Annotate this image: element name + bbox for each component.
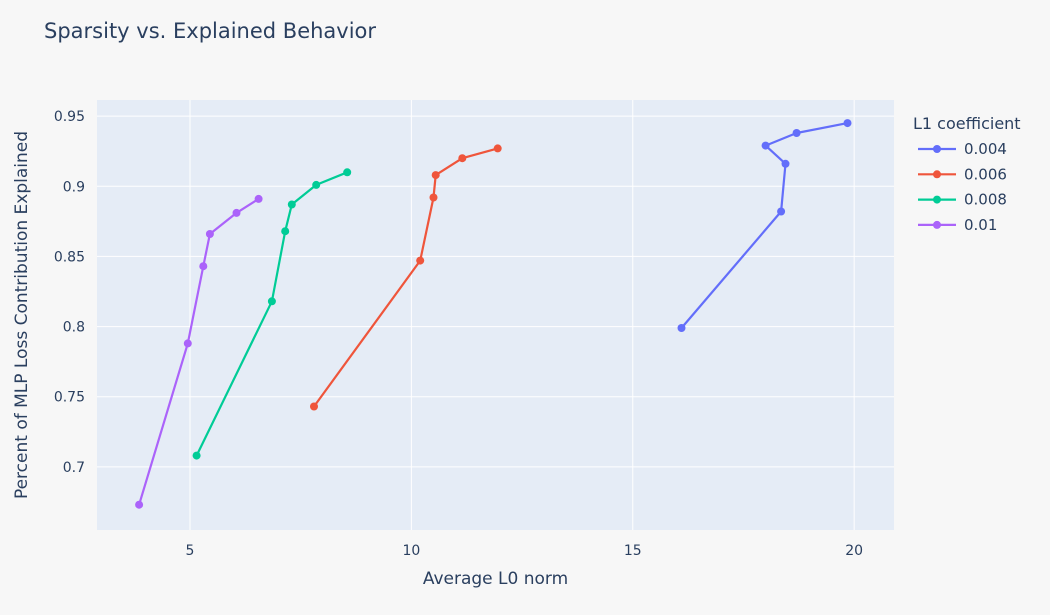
x-axis-title: Average L0 norm: [423, 569, 568, 589]
y-tick-label: 0.95: [54, 109, 85, 125]
chart-title: Sparsity vs. Explained Behavior: [44, 19, 376, 43]
series-line[interactable]: [680, 122, 848, 329]
x-tick-labels: 5 10 15 20: [186, 543, 864, 559]
series-0.004[interactable]: [677, 119, 852, 332]
data-point[interactable]: [429, 193, 438, 202]
series-0.006[interactable]: [310, 144, 502, 411]
x-tick-label: 15: [624, 543, 642, 559]
data-point[interactable]: [183, 339, 192, 348]
data-point[interactable]: [205, 230, 214, 238]
series-layer: [135, 119, 852, 509]
y-tick-labels: 0.7 0.75 0.8 0.85 0.9 0.95: [54, 109, 85, 476]
data-point[interactable]: [431, 171, 440, 180]
legend-item-0.004[interactable]: 0.004: [918, 140, 1007, 158]
legend-item-0.006[interactable]: 0.006: [918, 165, 1007, 183]
legend-marker-swatch: [933, 220, 941, 229]
x-tick-label: 20: [845, 543, 863, 559]
series-line[interactable]: [138, 197, 260, 506]
data-point[interactable]: [135, 500, 144, 509]
legend-label: 0.006: [964, 165, 1007, 183]
series-0.01[interactable]: [135, 194, 263, 509]
data-point[interactable]: [343, 168, 352, 177]
data-point[interactable]: [792, 129, 801, 137]
legend-label: 0.008: [964, 191, 1007, 209]
legend-title: L1 coefficient: [913, 114, 1021, 133]
data-point[interactable]: [199, 262, 208, 271]
data-point[interactable]: [192, 451, 201, 460]
data-point[interactable]: [493, 144, 502, 153]
x-tick-label: 10: [402, 543, 420, 559]
legend-item-0.01[interactable]: 0.01: [918, 216, 997, 234]
y-tick-label: 0.85: [54, 249, 85, 265]
data-point[interactable]: [458, 154, 467, 163]
legend-marker-swatch: [933, 170, 941, 179]
x-tick-label: 5: [186, 543, 195, 559]
data-point[interactable]: [310, 402, 318, 411]
grid-lines: [97, 100, 894, 530]
plot-area: [97, 100, 894, 530]
data-point[interactable]: [781, 159, 790, 168]
data-point[interactable]: [777, 207, 786, 216]
y-tick-label: 0.8: [63, 320, 85, 336]
data-point[interactable]: [416, 256, 425, 265]
legend-label: 0.01: [964, 216, 997, 234]
legend-label: 0.004: [964, 140, 1007, 158]
data-point[interactable]: [267, 297, 276, 306]
series-line[interactable]: [195, 171, 348, 457]
data-point[interactable]: [232, 208, 241, 217]
data-point[interactable]: [312, 180, 321, 189]
data-point[interactable]: [287, 200, 296, 209]
legend-marker-swatch: [933, 195, 941, 204]
y-tick-label: 0.75: [54, 390, 85, 406]
data-point[interactable]: [281, 227, 290, 236]
legend-marker-swatch: [933, 145, 941, 153]
data-point[interactable]: [254, 194, 263, 203]
y-tick-label: 0.9: [63, 179, 85, 195]
data-point[interactable]: [677, 324, 686, 332]
y-tick-label: 0.7: [63, 460, 85, 476]
series-line[interactable]: [313, 147, 498, 408]
data-point[interactable]: [761, 141, 770, 150]
data-point[interactable]: [843, 119, 852, 128]
series-0.008[interactable]: [192, 168, 352, 460]
legend[interactable]: L1 coefficient 0.004 0.006 0.008 0.01: [913, 114, 1021, 234]
y-axis-title: Percent of MLP Loss Contribution Explain…: [12, 131, 32, 499]
legend-item-0.008[interactable]: 0.008: [918, 191, 1007, 209]
